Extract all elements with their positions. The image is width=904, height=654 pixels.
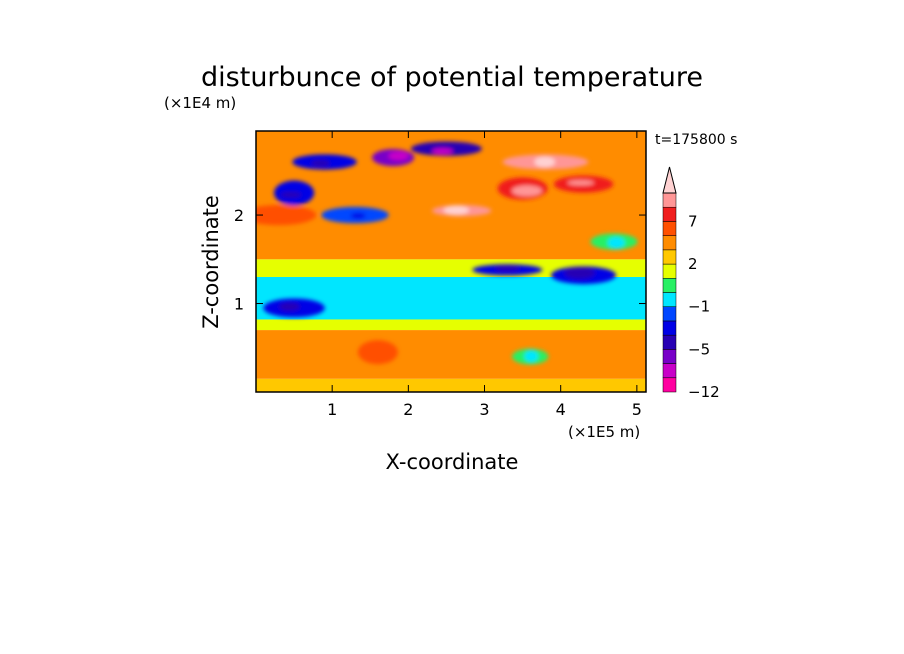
x-tick-label: 2 <box>403 400 413 419</box>
x-tick-label: 3 <box>479 400 489 419</box>
heat-feature-core <box>511 185 543 197</box>
colorbar-swatch <box>662 235 677 251</box>
colorbar-label: 7 <box>688 212 698 230</box>
x-tick-label: 1 <box>327 400 337 419</box>
colorbar-swatch <box>662 263 677 279</box>
colorbar-label: −5 <box>688 340 710 358</box>
colorbar-swatch <box>662 192 677 208</box>
y-unit-label: (×1E4 m) <box>164 94 236 112</box>
colorbar-swatch <box>662 320 677 336</box>
y-axis-label: Z-coordinate <box>199 195 223 329</box>
y-tick-label: 1 <box>234 295 244 314</box>
colorbar-swatch <box>662 306 677 322</box>
heat-feature-core <box>280 191 302 198</box>
plot-area <box>256 131 646 392</box>
colorbar-swatch <box>662 292 677 307</box>
x-unit-label: (×1E5 m) <box>568 423 640 441</box>
colorbar-label: −1 <box>688 298 710 316</box>
heat-feature-core <box>567 180 595 186</box>
heat-band <box>256 378 646 392</box>
colorbar: 7 2 −1 −5 −12 <box>662 166 720 401</box>
y-tick-label: 2 <box>234 206 244 225</box>
heat-feature-core <box>443 205 470 215</box>
colorbar-swatch <box>662 221 677 236</box>
x-axis: 1 2 3 4 5 <box>327 131 642 419</box>
heat-feature-core <box>564 267 596 279</box>
heat-feature-core <box>534 156 556 168</box>
heat-feature-core <box>607 236 625 249</box>
heat-feature-core <box>350 212 366 219</box>
heat-feature-core <box>524 350 539 363</box>
colorbar-swatch <box>662 206 677 222</box>
colorbar-label: 2 <box>688 255 698 273</box>
colorbar-swatch <box>662 363 677 379</box>
heat-feature-core <box>388 151 409 161</box>
heat-feature-core <box>310 159 330 167</box>
colorbar-swatch <box>662 249 677 265</box>
chart-title: disturbunce of potential temperature <box>201 62 703 93</box>
colorbar-label: −12 <box>688 383 720 401</box>
heat-feature-core <box>279 302 300 311</box>
heat-band <box>256 319 646 331</box>
heat-feature-core <box>494 265 521 272</box>
colorbar-swatch <box>662 278 677 293</box>
heat-band <box>256 259 646 277</box>
heat-band <box>256 330 646 379</box>
x-axis-label: X-coordinate <box>386 450 519 474</box>
colorbar-arrow <box>662 166 677 194</box>
x-tick-label: 4 <box>556 400 566 419</box>
heat-feature-core <box>270 209 289 217</box>
plot-frame <box>255 130 647 393</box>
colorbar-swatch <box>662 334 677 350</box>
heat-feature-core <box>432 148 453 155</box>
colorbar-swatch <box>662 377 677 393</box>
y-axis: 12 <box>234 206 646 314</box>
heat-feature-core <box>370 346 388 357</box>
colorbar-swatch <box>662 349 677 364</box>
x-tick-label: 5 <box>632 400 642 419</box>
time-label: t=175800 s <box>655 132 737 148</box>
